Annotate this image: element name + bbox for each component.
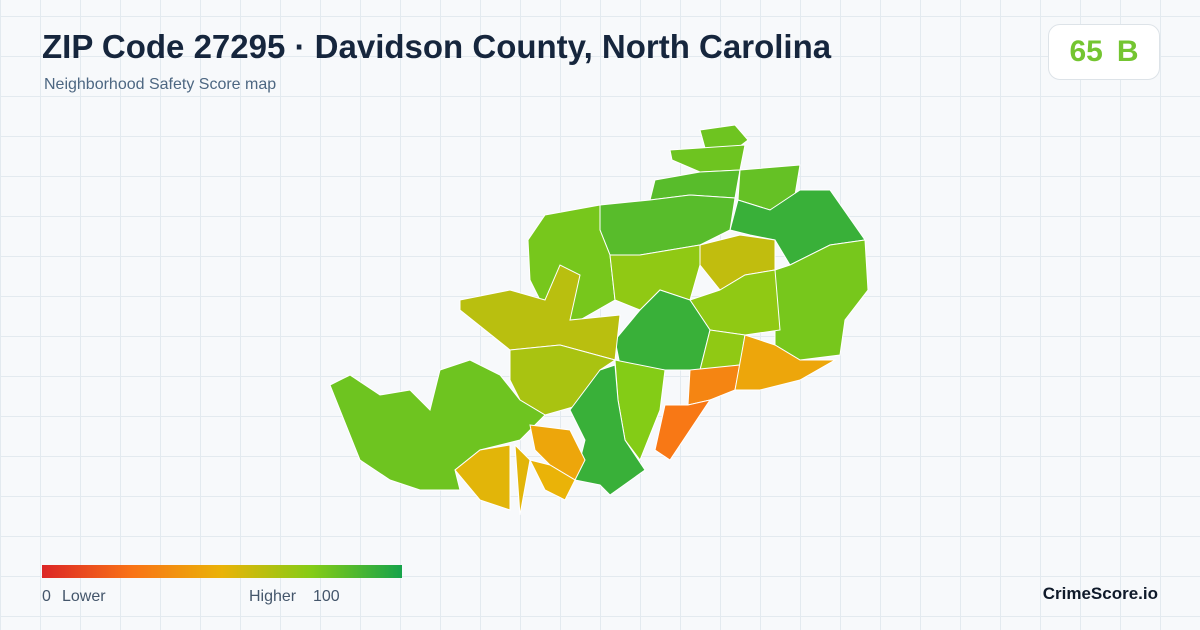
subtitle: Neighborhood Safety Score map [44, 76, 277, 93]
brand: CrimeScore.io [1042, 584, 1158, 603]
region [687, 364, 741, 406]
region [454, 444, 511, 511]
title: ZIP Code 27295 · Davidson County, North … [42, 28, 832, 65]
legend-max: 100 [313, 588, 340, 605]
legend-high-label: Higher [249, 588, 297, 605]
region [459, 264, 621, 361]
legend-low-label: Lower [62, 588, 106, 605]
score: 65 [1069, 35, 1103, 68]
region [529, 459, 576, 501]
region [569, 364, 646, 496]
legend-bar [42, 565, 402, 578]
region [734, 334, 837, 391]
region [514, 443, 531, 516]
region [329, 359, 546, 491]
region [654, 399, 712, 461]
grade: B [1116, 35, 1139, 68]
legend-min: 0 [42, 588, 51, 605]
score-badge: 65 B [1048, 24, 1160, 80]
region [669, 144, 746, 173]
